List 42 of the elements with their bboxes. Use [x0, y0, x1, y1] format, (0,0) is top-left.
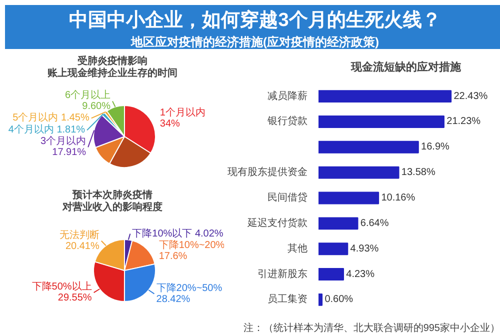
y-tick-label: 引进新股东 [258, 268, 308, 280]
text: 对营业收入的影响程度 [62, 202, 162, 213]
data-label: 21.23% [446, 116, 481, 128]
y-tick-label: 现有股东提供资金 [228, 166, 308, 178]
data-label: 17.6% [158, 250, 188, 262]
slice-label: 5个月以内 1.45% [12, 112, 90, 124]
text: 中国中小企业，如何穿越3个月的生死火线？ [69, 8, 441, 33]
slice-label: 3个月以内 [40, 135, 86, 148]
data-label: 13.58% [401, 167, 436, 178]
data-label: 28.42% [156, 294, 190, 305]
data-label: 16.9% [421, 142, 450, 153]
data-label: 4.23% [346, 268, 375, 280]
data-label: 6.64% [360, 218, 389, 229]
data-label: 10.16% [381, 192, 416, 204]
data-label: 0.60% [324, 294, 354, 306]
text: 地区应对疫情的经济措施(应对疫情的经济政策) [130, 34, 380, 52]
y-tick-label: 延迟支付货款 [246, 216, 308, 229]
data-label: 9.60% [82, 101, 111, 112]
y-tick-label: 减员降薪 [268, 90, 308, 102]
slice-label: 下降10%~20% [158, 238, 225, 251]
data-label: 22.43% [454, 90, 488, 102]
slice-label: 6个月以上 [64, 89, 111, 102]
slice-label: 4个月以内 1.81% [8, 124, 86, 136]
slice-label: 无法判断 [59, 228, 100, 241]
y-tick-label: 员工集资 [268, 293, 308, 306]
y-tick-label: 民间借贷 [268, 192, 308, 204]
data-label: 17.91% [52, 147, 86, 158]
slice-label: 下降20%~50% [156, 282, 222, 294]
data-label: 4.93% [350, 243, 379, 254]
data-label: 34% [160, 118, 180, 130]
text: 注：（统计样本为清华、北大联合调研的995家中小企业） [243, 322, 500, 336]
y-tick-label: 银行贷款 [266, 115, 308, 128]
slice-label: 1个月以内 [160, 106, 206, 119]
y-tick-label: 其他 [288, 242, 308, 254]
data-label: 29.55% [58, 292, 92, 304]
chart-title: 现金流短缺的应对措施 [350, 60, 462, 74]
data-label: 20.41% [65, 240, 100, 252]
text: 预计本次肺炎疫情 [72, 190, 152, 201]
slice-label: 下降10%以下 4.02% [132, 227, 224, 240]
slice-label: 下降50%以上 [32, 280, 92, 293]
text: 账上现金维持企业生存的时间 [48, 68, 178, 79]
text: 受肺炎疫情影响 [78, 56, 148, 67]
